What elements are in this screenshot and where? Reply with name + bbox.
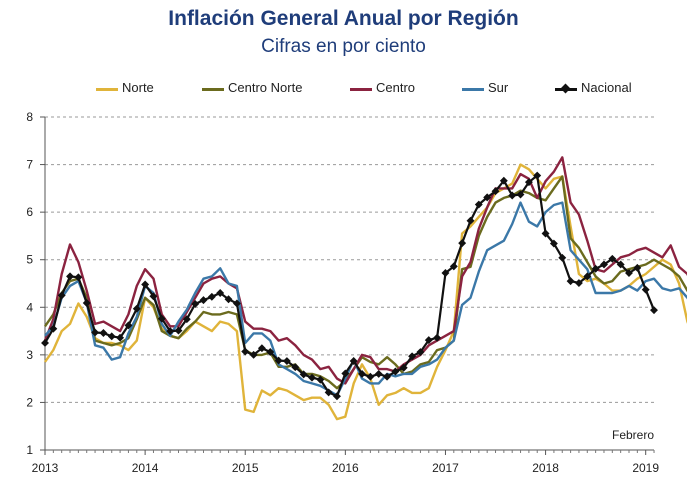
point-nacional-16 bbox=[174, 326, 183, 335]
point-nacional-27 bbox=[266, 348, 275, 356]
point-nacional-62 bbox=[558, 253, 567, 262]
legend-label-centro-norte: Centro Norte bbox=[228, 80, 303, 95]
point-nacional-72 bbox=[641, 285, 650, 294]
point-nacional-24 bbox=[241, 347, 250, 356]
point-nacional-39 bbox=[366, 372, 375, 381]
y-tick-label-1: 1 bbox=[26, 443, 33, 457]
point-nacional-57 bbox=[516, 190, 525, 199]
point-nacional-35 bbox=[333, 392, 341, 401]
point-nacional-41 bbox=[383, 372, 392, 381]
series-line-centro-norte bbox=[44, 175, 687, 390]
x-tick-label-2016: 2016 bbox=[332, 461, 359, 475]
point-nacional-52 bbox=[474, 200, 483, 209]
chart-subtitle: Cifras en por ciento bbox=[261, 36, 426, 57]
point-nacional-14 bbox=[157, 314, 166, 323]
legend-label-sur: Sur bbox=[488, 80, 509, 95]
point-nacional-13 bbox=[149, 292, 158, 301]
legend-label-norte: Norte bbox=[122, 80, 154, 95]
point-nacional-11 bbox=[132, 304, 141, 313]
y-tick-label-2: 2 bbox=[26, 395, 33, 409]
x-tick-label-2013: 2013 bbox=[32, 461, 59, 475]
point-nacional-5 bbox=[82, 299, 91, 307]
point-nacional-8 bbox=[107, 332, 116, 341]
legend: Norte Centro Norte Centro Sur Nacional bbox=[0, 79, 687, 99]
point-nacional-47 bbox=[433, 333, 442, 342]
y-tick-label-8: 8 bbox=[26, 110, 33, 124]
y-tick-label-4: 4 bbox=[26, 300, 33, 314]
point-nacional-64 bbox=[574, 279, 583, 288]
point-nacional-73 bbox=[650, 306, 658, 315]
point-nacional-34 bbox=[324, 388, 333, 397]
point-nacional-44 bbox=[408, 352, 417, 361]
legend-swatch-norte bbox=[96, 88, 118, 91]
point-nacional-12 bbox=[141, 280, 150, 289]
point-nacional-37 bbox=[349, 357, 358, 365]
point-nacional-22 bbox=[224, 295, 233, 304]
point-nacional-56 bbox=[508, 191, 517, 200]
point-nacional-31 bbox=[299, 370, 308, 379]
point-nacional-21 bbox=[216, 289, 225, 297]
point-nacional-43 bbox=[399, 363, 408, 372]
point-nacional-32 bbox=[308, 373, 316, 382]
point-nacional-40 bbox=[374, 369, 383, 378]
point-nacional-50 bbox=[458, 239, 467, 248]
series-line-centro bbox=[43, 156, 687, 385]
point-nacional-65 bbox=[583, 272, 592, 281]
legend-swatch-centro-norte bbox=[202, 88, 224, 91]
point-nacional-25 bbox=[249, 350, 258, 359]
legend-label-centro: Centro bbox=[376, 80, 416, 95]
point-nacional-63 bbox=[566, 277, 575, 286]
x-tick-label-2014: 2014 bbox=[132, 461, 159, 475]
point-nacional-59 bbox=[533, 171, 542, 180]
x-tick-label-2018: 2018 bbox=[532, 461, 559, 475]
point-nacional-18 bbox=[191, 299, 200, 308]
point-nacional-66 bbox=[591, 264, 600, 273]
point-nacional-30 bbox=[291, 363, 300, 372]
point-nacional-67 bbox=[600, 260, 608, 269]
point-nacional-28 bbox=[274, 356, 283, 365]
point-nacional-26 bbox=[257, 344, 266, 353]
point-nacional-48 bbox=[441, 269, 450, 277]
point-nacional-53 bbox=[483, 193, 492, 202]
point-nacional-7 bbox=[99, 329, 108, 337]
point-nacional-51 bbox=[466, 216, 475, 225]
legend-swatch-sur bbox=[462, 88, 484, 91]
point-nacional-17 bbox=[182, 315, 191, 324]
point-nacional-20 bbox=[207, 292, 216, 301]
point-nacional-38 bbox=[358, 369, 366, 378]
legend-label-nacional: Nacional bbox=[581, 80, 632, 95]
point-nacional-69 bbox=[616, 260, 625, 269]
x-tick-label-2015: 2015 bbox=[232, 461, 259, 475]
y-tick-label-6: 6 bbox=[26, 205, 33, 219]
chart-title: Inflación General Anual por Región bbox=[168, 7, 519, 30]
point-nacional-33 bbox=[316, 375, 325, 384]
x-tick-label-2017: 2017 bbox=[432, 461, 459, 475]
point-nacional-19 bbox=[199, 296, 208, 305]
y-tick-label-5: 5 bbox=[26, 253, 33, 267]
point-nacional-29 bbox=[282, 357, 291, 366]
point-nacional-54 bbox=[491, 187, 500, 196]
point-nacional-23 bbox=[232, 299, 241, 308]
y-tick-label-3: 3 bbox=[26, 348, 33, 362]
x-tick-label-2019: 2019 bbox=[632, 461, 659, 475]
annotation-febrero: Febrero bbox=[612, 428, 655, 442]
point-nacional-55 bbox=[499, 176, 508, 185]
legend-swatch-centro bbox=[350, 88, 372, 91]
y-tick-label-7: 7 bbox=[26, 158, 33, 172]
point-nacional-49 bbox=[449, 262, 458, 271]
point-nacional-15 bbox=[166, 327, 175, 336]
point-nacional-46 bbox=[424, 336, 433, 345]
point-nacional-10 bbox=[124, 321, 133, 330]
